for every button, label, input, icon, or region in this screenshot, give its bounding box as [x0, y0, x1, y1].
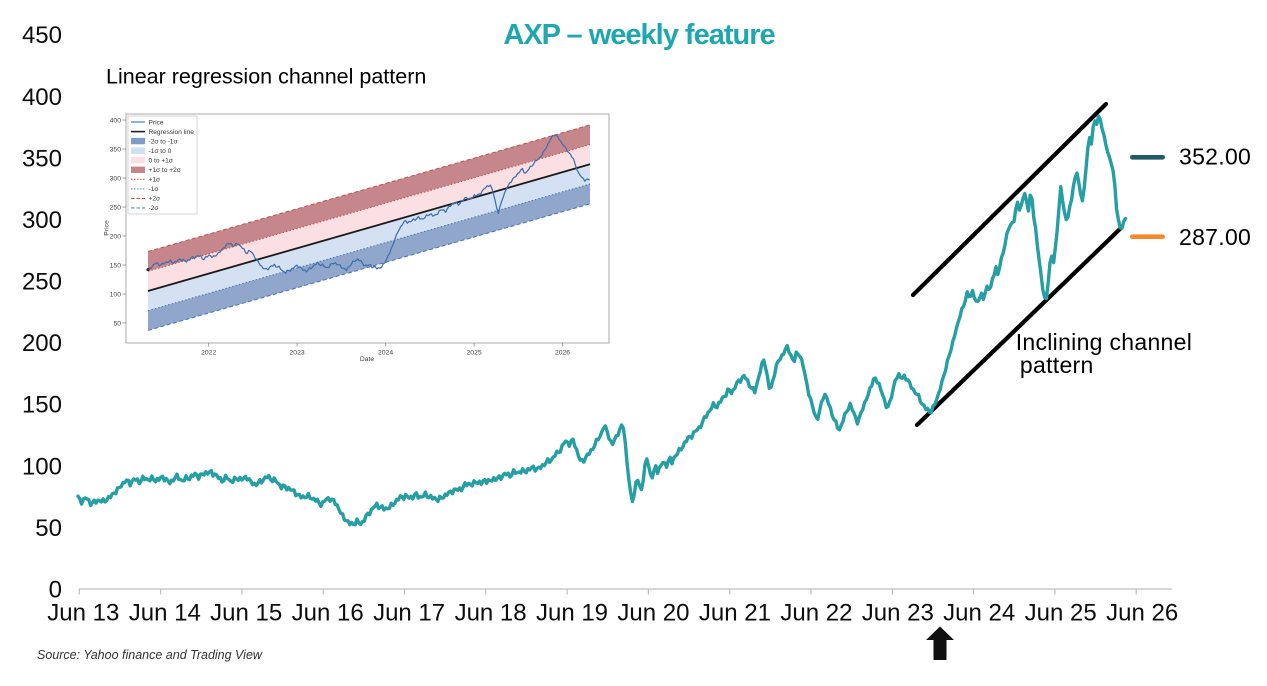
svg-text:Jun 25: Jun 25	[1025, 600, 1097, 627]
svg-text:Inclining channel: Inclining channel	[1016, 329, 1192, 355]
svg-text:400: 400	[22, 84, 62, 111]
svg-text:2026: 2026	[555, 350, 570, 357]
svg-text:Price: Price	[104, 220, 111, 236]
svg-text:Jun 15: Jun 15	[210, 600, 282, 627]
svg-text:+1σ to +2σ: +1σ to +2σ	[149, 167, 181, 174]
svg-text:Linear regression channel patt: Linear regression channel pattern	[106, 65, 426, 89]
svg-text:-2σ: -2σ	[149, 205, 159, 212]
svg-text:Jun 24: Jun 24	[943, 600, 1015, 627]
svg-text:Price: Price	[149, 119, 164, 126]
svg-text:200: 200	[22, 330, 62, 357]
svg-text:Jun 16: Jun 16	[292, 600, 364, 627]
svg-text:450: 450	[22, 22, 62, 49]
svg-text:2024: 2024	[378, 350, 393, 357]
svg-text:-2σ to -1σ: -2σ to -1σ	[149, 138, 178, 145]
svg-text:-1σ to 0: -1σ to 0	[149, 148, 172, 155]
svg-text:Source: Yahoo finance and Trad: Source: Yahoo finance and Trading View	[37, 648, 263, 662]
svg-text:400: 400	[110, 117, 122, 124]
svg-text:50: 50	[35, 515, 62, 542]
svg-text:100: 100	[22, 453, 62, 480]
svg-text:2023: 2023	[290, 350, 305, 357]
svg-text:Jun 23: Jun 23	[862, 600, 934, 627]
svg-text:0 to +1σ: 0 to +1σ	[149, 158, 173, 165]
svg-text:Jun 19: Jun 19	[536, 600, 608, 627]
svg-text:Date: Date	[360, 356, 375, 363]
svg-text:150: 150	[110, 262, 122, 269]
svg-text:200: 200	[110, 233, 122, 240]
svg-text:287.00: 287.00	[1179, 224, 1251, 250]
svg-text:150: 150	[22, 392, 62, 419]
svg-text:250: 250	[110, 204, 122, 211]
svg-text:2025: 2025	[467, 350, 482, 357]
svg-text:250: 250	[22, 269, 62, 296]
svg-text:AXP – weekly feature: AXP – weekly feature	[503, 19, 775, 51]
svg-text:Jun 18: Jun 18	[455, 600, 527, 627]
svg-text:50: 50	[113, 320, 121, 327]
svg-text:+1σ: +1σ	[149, 177, 161, 184]
svg-text:350: 350	[22, 145, 62, 172]
svg-text:-1σ: -1σ	[149, 186, 159, 193]
svg-text:Jun 26: Jun 26	[1106, 600, 1178, 627]
svg-text:Jun 14: Jun 14	[129, 600, 201, 627]
svg-text:Regression line: Regression line	[149, 129, 195, 136]
svg-text:Jun 22: Jun 22	[780, 600, 852, 627]
svg-text:352.00: 352.00	[1179, 144, 1251, 170]
svg-text:Jun 13: Jun 13	[47, 600, 119, 627]
svg-text:100: 100	[110, 291, 122, 298]
svg-text:300: 300	[22, 207, 62, 234]
svg-text:Jun 20: Jun 20	[617, 600, 689, 627]
svg-text:350: 350	[110, 146, 122, 153]
svg-text:300: 300	[110, 175, 122, 182]
svg-text:pattern: pattern	[1020, 352, 1094, 378]
svg-text:Jun 17: Jun 17	[373, 600, 445, 627]
svg-text:+2σ: +2σ	[149, 196, 161, 203]
svg-text:Jun 21: Jun 21	[699, 600, 771, 627]
svg-text:0: 0	[49, 577, 62, 604]
svg-text:2022: 2022	[201, 350, 216, 357]
